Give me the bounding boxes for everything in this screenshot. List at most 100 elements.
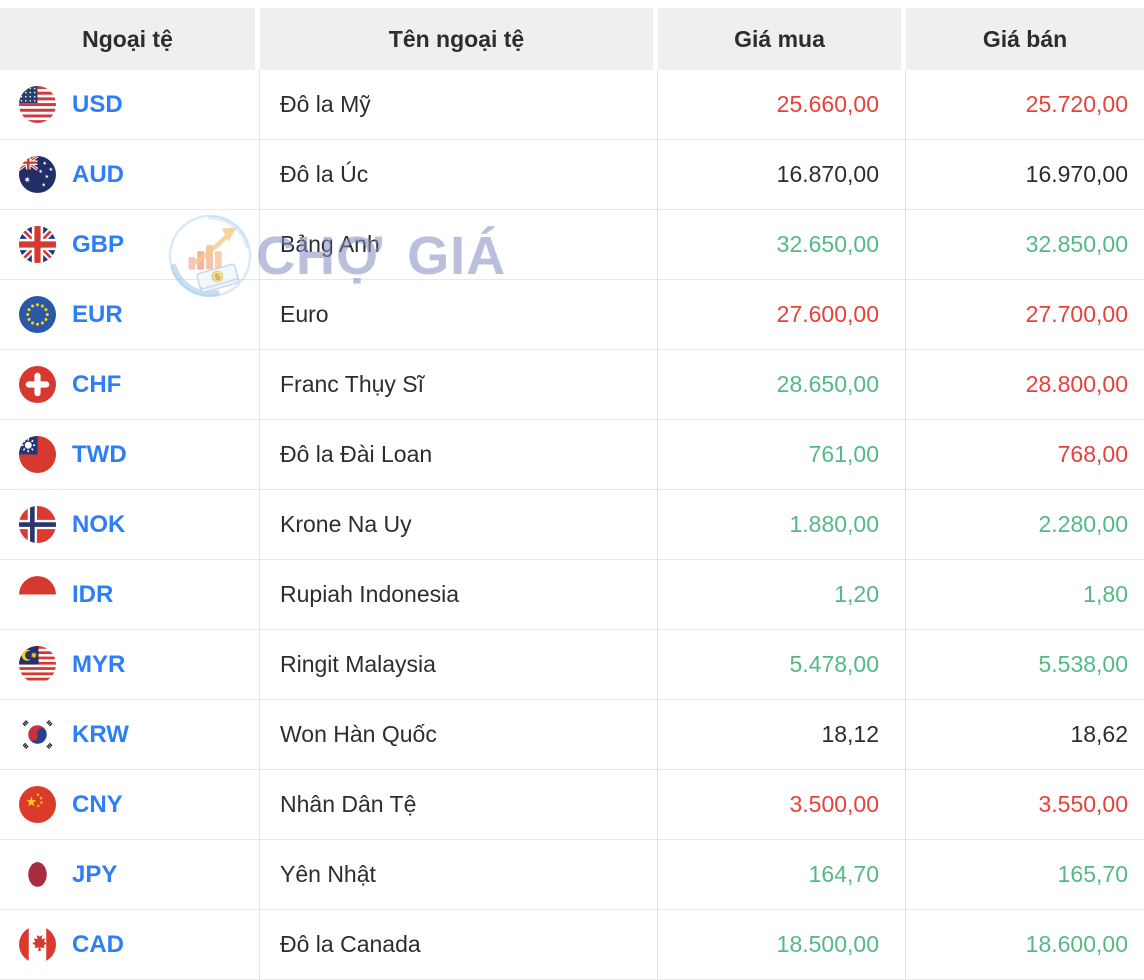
table-row: NOK Krone Na Uy 1.880,00 2.280,00 bbox=[0, 490, 1144, 560]
ch-flag-icon bbox=[19, 366, 56, 403]
currency-cell: USD bbox=[0, 70, 260, 139]
currency-cell: CAD bbox=[0, 910, 260, 979]
buy-price: 18,12 bbox=[821, 721, 879, 747]
currency-name-cell: Nhân Dân Tệ bbox=[260, 770, 658, 839]
currency-name: Yên Nhật bbox=[280, 861, 376, 887]
buy-price-cell: 27.600,00 bbox=[658, 280, 906, 349]
sell-price-cell: 1,80 bbox=[906, 560, 1144, 629]
currency-cell: MYR bbox=[0, 630, 260, 699]
currency-code-link[interactable]: CHF bbox=[72, 370, 122, 398]
currency-code-link[interactable]: KRW bbox=[72, 720, 129, 748]
buy-price: 3.500,00 bbox=[789, 791, 879, 817]
currency-code-link[interactable]: AUD bbox=[72, 160, 124, 188]
currency-name-cell: Đô la Úc bbox=[260, 140, 658, 209]
table-header-row: Ngoại tệ Tên ngoại tệ Giá mua Giá bán bbox=[0, 8, 1144, 70]
table-row: USD Đô la Mỹ 25.660,00 25.720,00 bbox=[0, 70, 1144, 140]
buy-price-cell: 28.650,00 bbox=[658, 350, 906, 419]
currency-name: Euro bbox=[280, 301, 329, 327]
buy-price: 164,70 bbox=[808, 861, 879, 887]
table-row: AUD Đô la Úc 16.870,00 16.970,00 bbox=[0, 140, 1144, 210]
currency-cell: KRW bbox=[0, 700, 260, 769]
currency-code-link[interactable]: NOK bbox=[72, 510, 126, 538]
currency-name-cell: Yên Nhật bbox=[260, 840, 658, 909]
currency-name: Ringit Malaysia bbox=[280, 651, 436, 677]
sell-price-cell: 25.720,00 bbox=[906, 70, 1144, 139]
id-flag-icon bbox=[19, 576, 56, 613]
table-row: KRW Won Hàn Quốc 18,12 18,62 bbox=[0, 700, 1144, 770]
buy-price: 18.500,00 bbox=[776, 931, 879, 957]
ca-flag-icon bbox=[19, 926, 56, 963]
currency-code-link[interactable]: TWD bbox=[72, 440, 127, 468]
buy-price: 1,20 bbox=[834, 581, 879, 607]
currency-name: Đô la Canada bbox=[280, 931, 421, 957]
currency-cell: EUR bbox=[0, 280, 260, 349]
no-flag-icon bbox=[19, 506, 56, 543]
buy-price-cell: 5.478,00 bbox=[658, 630, 906, 699]
currency-cell: NOK bbox=[0, 490, 260, 559]
currency-name-cell: Đô la Đài Loan bbox=[260, 420, 658, 489]
my-flag-icon bbox=[19, 646, 56, 683]
buy-price-cell: 1,20 bbox=[658, 560, 906, 629]
currency-cell: TWD bbox=[0, 420, 260, 489]
tw-flag-icon bbox=[19, 436, 56, 473]
currency-code-link[interactable]: CNY bbox=[72, 790, 123, 818]
buy-price: 1.880,00 bbox=[789, 511, 879, 537]
table-row: GBP Bảng Anh 32.650,00 32.850,00 bbox=[0, 210, 1144, 280]
currency-code-link[interactable]: CAD bbox=[72, 930, 124, 958]
currency-name-cell: Đô la Canada bbox=[260, 910, 658, 979]
sell-price: 5.538,00 bbox=[1038, 651, 1128, 677]
currency-code-link[interactable]: USD bbox=[72, 90, 123, 118]
buy-price: 25.660,00 bbox=[776, 91, 879, 117]
currency-code-link[interactable]: MYR bbox=[72, 650, 126, 678]
currency-name: Krone Na Uy bbox=[280, 511, 412, 537]
buy-price-cell: 18,12 bbox=[658, 700, 906, 769]
sell-price: 768,00 bbox=[1057, 441, 1128, 467]
currency-name-cell: Đô la Mỹ bbox=[260, 70, 658, 139]
table-row: CAD Đô la Canada 18.500,00 18.600,00 bbox=[0, 910, 1144, 980]
buy-price-cell: 25.660,00 bbox=[658, 70, 906, 139]
sell-price: 16.970,00 bbox=[1025, 161, 1128, 187]
currency-name: Nhân Dân Tệ bbox=[280, 791, 417, 817]
currency-name-cell: Franc Thụy Sĩ bbox=[260, 350, 658, 419]
sell-price-cell: 165,70 bbox=[906, 840, 1144, 909]
au-flag-icon bbox=[19, 156, 56, 193]
sell-price: 27.700,00 bbox=[1025, 301, 1128, 327]
currency-cell: CNY bbox=[0, 770, 260, 839]
sell-price: 32.850,00 bbox=[1025, 231, 1128, 257]
sell-price: 28.800,00 bbox=[1025, 371, 1128, 397]
currency-name: Rupiah Indonesia bbox=[280, 581, 460, 607]
currency-code-link[interactable]: GBP bbox=[72, 230, 125, 258]
buy-price: 27.600,00 bbox=[776, 301, 879, 327]
currency-name: Đô la Đài Loan bbox=[280, 441, 433, 467]
buy-price-cell: 1.880,00 bbox=[658, 490, 906, 559]
sell-price-cell: 3.550,00 bbox=[906, 770, 1144, 839]
sell-price: 2.280,00 bbox=[1038, 511, 1128, 537]
table-row: EUR Euro 27.600,00 27.700,00 bbox=[0, 280, 1144, 350]
currency-name-cell: Bảng Anh bbox=[260, 210, 658, 279]
column-header-buy: Giá mua bbox=[658, 8, 906, 70]
currency-name-cell: Krone Na Uy bbox=[260, 490, 658, 559]
sell-price-cell: 2.280,00 bbox=[906, 490, 1144, 559]
sell-price: 18.600,00 bbox=[1025, 931, 1128, 957]
table-row: IDR Rupiah Indonesia 1,20 1,80 bbox=[0, 560, 1144, 630]
currency-name-cell: Won Hàn Quốc bbox=[260, 700, 658, 769]
table-row: MYR Ringit Malaysia 5.478,00 5.538,00 bbox=[0, 630, 1144, 700]
us-flag-icon bbox=[19, 86, 56, 123]
sell-price: 165,70 bbox=[1057, 861, 1128, 887]
sell-price: 25.720,00 bbox=[1025, 91, 1128, 117]
currency-cell: CHF bbox=[0, 350, 260, 419]
buy-price: 16.870,00 bbox=[776, 161, 879, 187]
currency-code-link[interactable]: JPY bbox=[72, 860, 118, 888]
currency-name: Đô la Úc bbox=[280, 161, 369, 187]
sell-price-cell: 32.850,00 bbox=[906, 210, 1144, 279]
currency-name: Won Hàn Quốc bbox=[280, 721, 437, 747]
jp-flag-icon bbox=[19, 856, 56, 893]
sell-price-cell: 5.538,00 bbox=[906, 630, 1144, 699]
table-row: CHF Franc Thụy Sĩ 28.650,00 28.800,00 bbox=[0, 350, 1144, 420]
buy-price: 5.478,00 bbox=[789, 651, 879, 677]
currency-code-link[interactable]: EUR bbox=[72, 300, 123, 328]
currency-code-link[interactable]: IDR bbox=[72, 580, 114, 608]
buy-price: 761,00 bbox=[808, 441, 879, 467]
eu-flag-icon bbox=[19, 296, 56, 333]
table-row: TWD Đô la Đài Loan 761,00 768,00 bbox=[0, 420, 1144, 490]
